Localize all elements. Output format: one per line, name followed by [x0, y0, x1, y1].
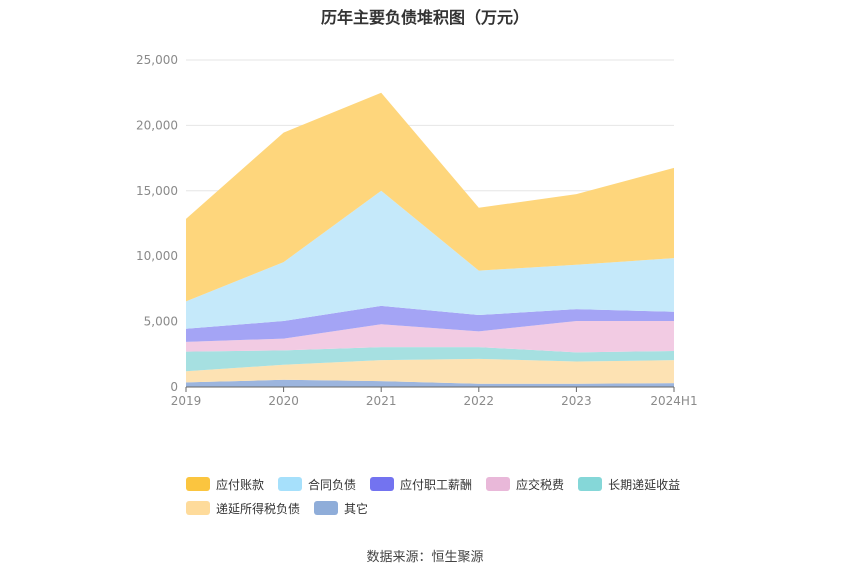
legend-label: 长期递延收益	[608, 477, 681, 492]
x-tick-label: 2024H1	[650, 394, 697, 408]
legend-swatch	[578, 477, 603, 491]
axes: 0 5,000 10,000 15,000 20,000 25,000 2019 2020 20…	[136, 53, 698, 408]
legend-label: 合同负债	[308, 477, 357, 492]
y-tick-label: 15,000	[136, 184, 178, 198]
x-tick-label: 2020	[268, 394, 299, 408]
area-长期递延收益	[186, 347, 674, 372]
legend-swatch	[370, 477, 395, 491]
legend-label: 递延所得税负债	[216, 501, 301, 516]
area-应付职工薪酬	[186, 305, 674, 342]
legend-label: 应付职工薪酬	[400, 477, 473, 492]
legend-item[interactable]: 应交税费	[486, 476, 564, 493]
x-tick-label: 2023	[561, 394, 592, 408]
legend-swatch	[314, 501, 339, 515]
legend-item[interactable]: 递延所得税负债	[186, 500, 300, 517]
source-note: 数据来源：恒生聚源	[366, 550, 484, 565]
area-合同负债	[186, 190, 674, 329]
legend-item[interactable]: 长期递延收益	[578, 476, 680, 493]
y-tick-label: 20,000	[136, 118, 178, 132]
area-应交税费	[186, 320, 674, 353]
y-tick-label: 10,000	[136, 249, 178, 263]
legend-row: 应付账款 合同负债 应付职工薪酬 应交税费 长期递延收益	[186, 472, 706, 496]
legend-item[interactable]: 其它	[314, 500, 368, 517]
legend-label: 其它	[344, 501, 369, 516]
area-应付账款	[186, 92, 674, 302]
y-tick-label: 5,000	[144, 315, 178, 329]
area-递延所得税负债	[186, 358, 674, 384]
chart-title: 历年主要负债堆积图（万元）	[320, 8, 529, 27]
legend: 应付账款 合同负债 应付职工薪酬 应交税费 长期递延收益递延所得税负债 其它	[186, 472, 706, 520]
legend-swatch	[278, 477, 303, 491]
legend-row: 递延所得税负债 其它	[186, 496, 706, 520]
legend-item[interactable]: 合同负债	[278, 476, 356, 493]
x-tick-label: 2022	[464, 394, 495, 408]
x-tick-label: 2019	[171, 394, 202, 408]
legend-swatch	[186, 501, 210, 515]
x-tick-label: 2021	[366, 394, 397, 408]
y-tick-label: 0	[170, 380, 178, 394]
legend-swatch	[486, 477, 511, 491]
legend-swatch	[186, 477, 210, 491]
legend-label: 应付账款	[216, 477, 265, 492]
legend-item[interactable]: 应付账款	[186, 476, 264, 493]
area-其它	[186, 379, 674, 387]
area-series	[186, 92, 674, 387]
legend-label: 应交税费	[516, 477, 565, 492]
legend-item[interactable]: 应付职工薪酬	[370, 476, 472, 493]
y-tick-label: 25,000	[136, 53, 178, 67]
